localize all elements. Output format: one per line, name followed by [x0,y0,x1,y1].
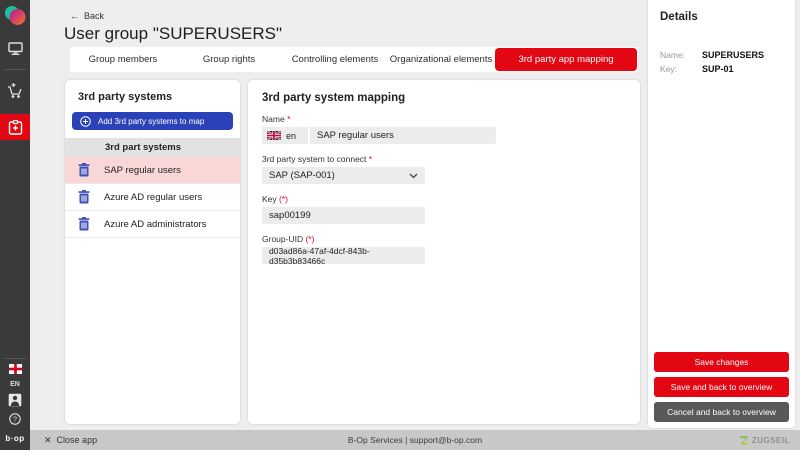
uk-flag-icon [267,131,281,140]
footer-support-text: B-Op Services | support@b-op.com [347,435,483,445]
mapping-panel-title: 3rd party system mapping [262,92,406,104]
key-input[interactable]: sap00199 [262,207,425,224]
key-field-label: Key (*) [262,194,289,204]
system-row-label: Azure AD regular users [104,191,203,203]
system-select[interactable]: SAP (SAP-001) [262,167,425,184]
group-uid-input[interactable]: d03ad86a-47af-4dcf-843b-d35b3b83466c [262,246,425,266]
zugseil-brand-text: ZUGSEIL [751,435,790,445]
app-logo-icon[interactable] [4,5,26,27]
name-input[interactable]: SAP regular users [310,127,496,144]
sidebar-divider [4,69,26,70]
mapping-panel: 3rd party system mapping Name * en SAP r… [248,80,640,424]
systems-panel-title: 3rd party systems [78,91,173,103]
monitor-icon [7,41,23,55]
systems-table-header: 3rd part systems [65,138,240,157]
required-marker: * [287,114,291,124]
system-select-label: 3rd party system to connect * [262,154,373,164]
system-row-sap[interactable]: SAP regular users [65,157,240,184]
close-app-label: Close app [56,435,98,445]
delete-icon[interactable] [78,190,90,204]
name-field-label: Name * [262,114,291,124]
svg-text:?: ? [13,415,17,424]
required-marker: (*) [279,194,289,204]
tab-3rd-party-app-mapping[interactable]: 3rd party app mapping [495,48,637,71]
language-flag-icon [8,364,22,374]
system-row-azure-regular[interactable]: Azure AD regular users [65,184,240,211]
close-app-button[interactable]: ✕ Close app [44,435,97,446]
cart-plus-icon [8,83,22,98]
sidebar-item-user-groups[interactable] [0,114,30,140]
tab-organizational-elements[interactable]: Organizational elements [389,54,493,65]
sidebar-item-shop[interactable] [0,78,30,104]
detail-field-key: Key: SUP-01 [648,64,795,78]
app-sidebar: EN ? b·op [0,0,30,450]
detail-field-name: Name: SUPERUSERS [648,50,795,64]
back-arrow-icon: ← [70,11,79,21]
user-icon [8,393,22,407]
details-panel-title: Details [660,11,698,23]
details-panel: Details Name: SUPERUSERS Key: SUP-01 Sav… [648,0,795,428]
tab-bar: Group members Group rights Controlling e… [70,47,638,72]
save-and-back-button[interactable]: Save and back to overview [654,377,789,397]
detail-value: SUPERUSERS [702,50,765,60]
language-code-label: en [286,130,297,141]
required-marker: (*) [305,234,315,244]
required-marker: * [368,154,373,164]
zugseil-z-icon [740,436,749,444]
delete-icon[interactable] [78,163,90,177]
add-system-button[interactable]: Add 3rd party systems to map [72,112,233,130]
back-button[interactable]: ← Back [70,11,104,21]
language-prefix-box[interactable]: en [262,127,308,144]
account-button[interactable] [0,390,30,410]
help-button[interactable]: ? [0,410,30,428]
sidebar-divider-bottom [4,358,26,359]
zugseil-logo: ZUGSEIL [740,436,790,445]
add-system-button-label: Add 3rd party systems to map [98,116,205,126]
system-select-value: SAP (SAP-001) [269,170,335,181]
clipboard-plus-icon [8,119,22,135]
tab-group-members[interactable]: Group members [88,54,158,65]
page-title: User group "SUPERUSERS" [64,24,283,43]
plus-circle-icon [80,115,91,127]
uid-field-label: Group-UID (*) [262,234,315,244]
bop-logo: b·op [5,434,25,443]
back-label: Back [84,11,105,21]
language-selector[interactable] [0,361,30,377]
systems-panel: 3rd party systems Add 3rd party systems … [65,80,240,424]
detail-value: SUP-01 [702,64,734,74]
footer-bar: B-Op Services | support@b-op.com ✕ Close… [30,430,800,450]
chevron-down-icon [409,173,418,178]
language-code: EN [10,381,20,388]
detail-label: Key: [660,64,678,74]
system-row-label: Azure AD administrators [104,218,207,230]
close-icon: ✕ [44,434,52,445]
save-changes-button[interactable]: Save changes [654,352,789,372]
tab-controlling-elements[interactable]: Controlling elements [291,54,379,65]
sidebar-item-desktop[interactable] [0,35,30,61]
delete-icon[interactable] [78,217,90,231]
help-icon: ? [9,413,21,425]
detail-label: Name: [660,50,686,60]
system-row-azure-admins[interactable]: Azure AD administrators [65,211,240,238]
cancel-and-back-button[interactable]: Cancel and back to overview [654,402,789,422]
system-row-label: SAP regular users [104,164,181,176]
tab-group-rights[interactable]: Group rights [202,54,256,65]
